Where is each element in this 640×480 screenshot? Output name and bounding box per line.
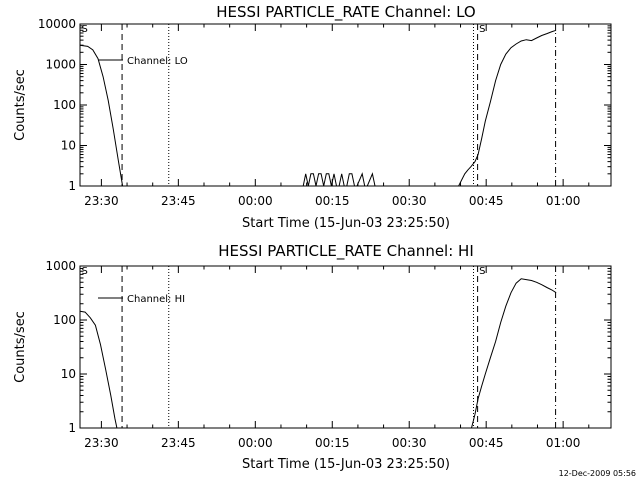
y-tick-label-hi: 10	[61, 367, 76, 381]
x-tick-label-lo: 23:30	[84, 194, 119, 208]
series-line-lo	[458, 29, 557, 187]
y-tick-label-hi: 1000	[45, 259, 76, 273]
chart-title-hi: HESSI PARTICLE_RATE Channel: HI	[218, 242, 474, 261]
legend-label-lo: Channel: LO	[127, 56, 188, 67]
flag-label-hi: S	[82, 266, 88, 277]
y-tick-label-lo: 100	[53, 98, 76, 112]
x-tick-label-hi: 00:45	[469, 436, 504, 450]
timestamp-footer: 12-Dec-2009 05:56	[559, 469, 636, 478]
series-line-lo	[302, 172, 376, 187]
plot-frame-hi	[79, 265, 612, 429]
x-axis-label-hi: Start Time (15-Jun-03 23:25:50)	[242, 457, 450, 472]
x-tick-label-hi: 23:45	[161, 436, 196, 450]
legend-label-hi: Channel: HI	[127, 294, 185, 305]
chart-title-lo: HESSI PARTICLE_RATE Channel: LO	[216, 3, 475, 22]
x-tick-label-hi: 00:30	[392, 436, 427, 450]
channel-hi-panel: HESSI PARTICLE_RATE Channel: HI Start Ti…	[13, 242, 612, 472]
data-marks-lo: 1 10 100 1000 10000 23:30 23:45 00:00 00:15 00:30…	[38, 17, 611, 208]
x-tick-label-lo: 01:00	[546, 194, 581, 208]
series-line-lo	[79, 44, 124, 187]
channel-lo-panel: HESSI PARTICLE_RATE Channel: LO Start Ti…	[13, 3, 612, 231]
x-tick-label-hi: 01:00	[546, 436, 581, 450]
plot-frame-lo	[79, 23, 612, 187]
y-tick-label-hi: 1	[68, 421, 76, 435]
y-tick-label-lo: 10000	[38, 17, 76, 31]
x-tick-label-hi: 00:00	[238, 436, 273, 450]
data-marks-hi: 1 10 100 1000 23:30 23:45 00:00 00:15 00:30 00:45…	[45, 259, 611, 450]
series-line-hi	[471, 278, 557, 429]
x-tick-label-lo: 23:45	[161, 194, 196, 208]
y-axis-label-lo: Counts/sec	[13, 69, 28, 141]
x-tick-label-lo: 00:45	[469, 194, 504, 208]
flag-label-lo: S	[479, 24, 485, 35]
flag-label-hi: S	[479, 266, 485, 277]
y-tick-label-lo: 1	[68, 179, 76, 193]
x-tick-label-hi: 23:30	[84, 436, 119, 450]
series-line-hi	[79, 310, 118, 429]
x-tick-label-lo: 00:15	[315, 194, 350, 208]
y-tick-label-lo: 1000	[45, 58, 76, 72]
x-tick-label-lo: 00:00	[238, 194, 273, 208]
y-axis-label-hi: Counts/sec	[13, 311, 28, 383]
x-tick-label-hi: 00:15	[315, 436, 350, 450]
y-tick-label-lo: 10	[61, 139, 76, 153]
y-tick-label-hi: 100	[53, 313, 76, 327]
x-axis-label-lo: Start Time (15-Jun-03 23:25:50)	[242, 216, 450, 231]
x-tick-label-lo: 00:30	[392, 194, 427, 208]
flag-label-lo: S	[82, 24, 88, 35]
